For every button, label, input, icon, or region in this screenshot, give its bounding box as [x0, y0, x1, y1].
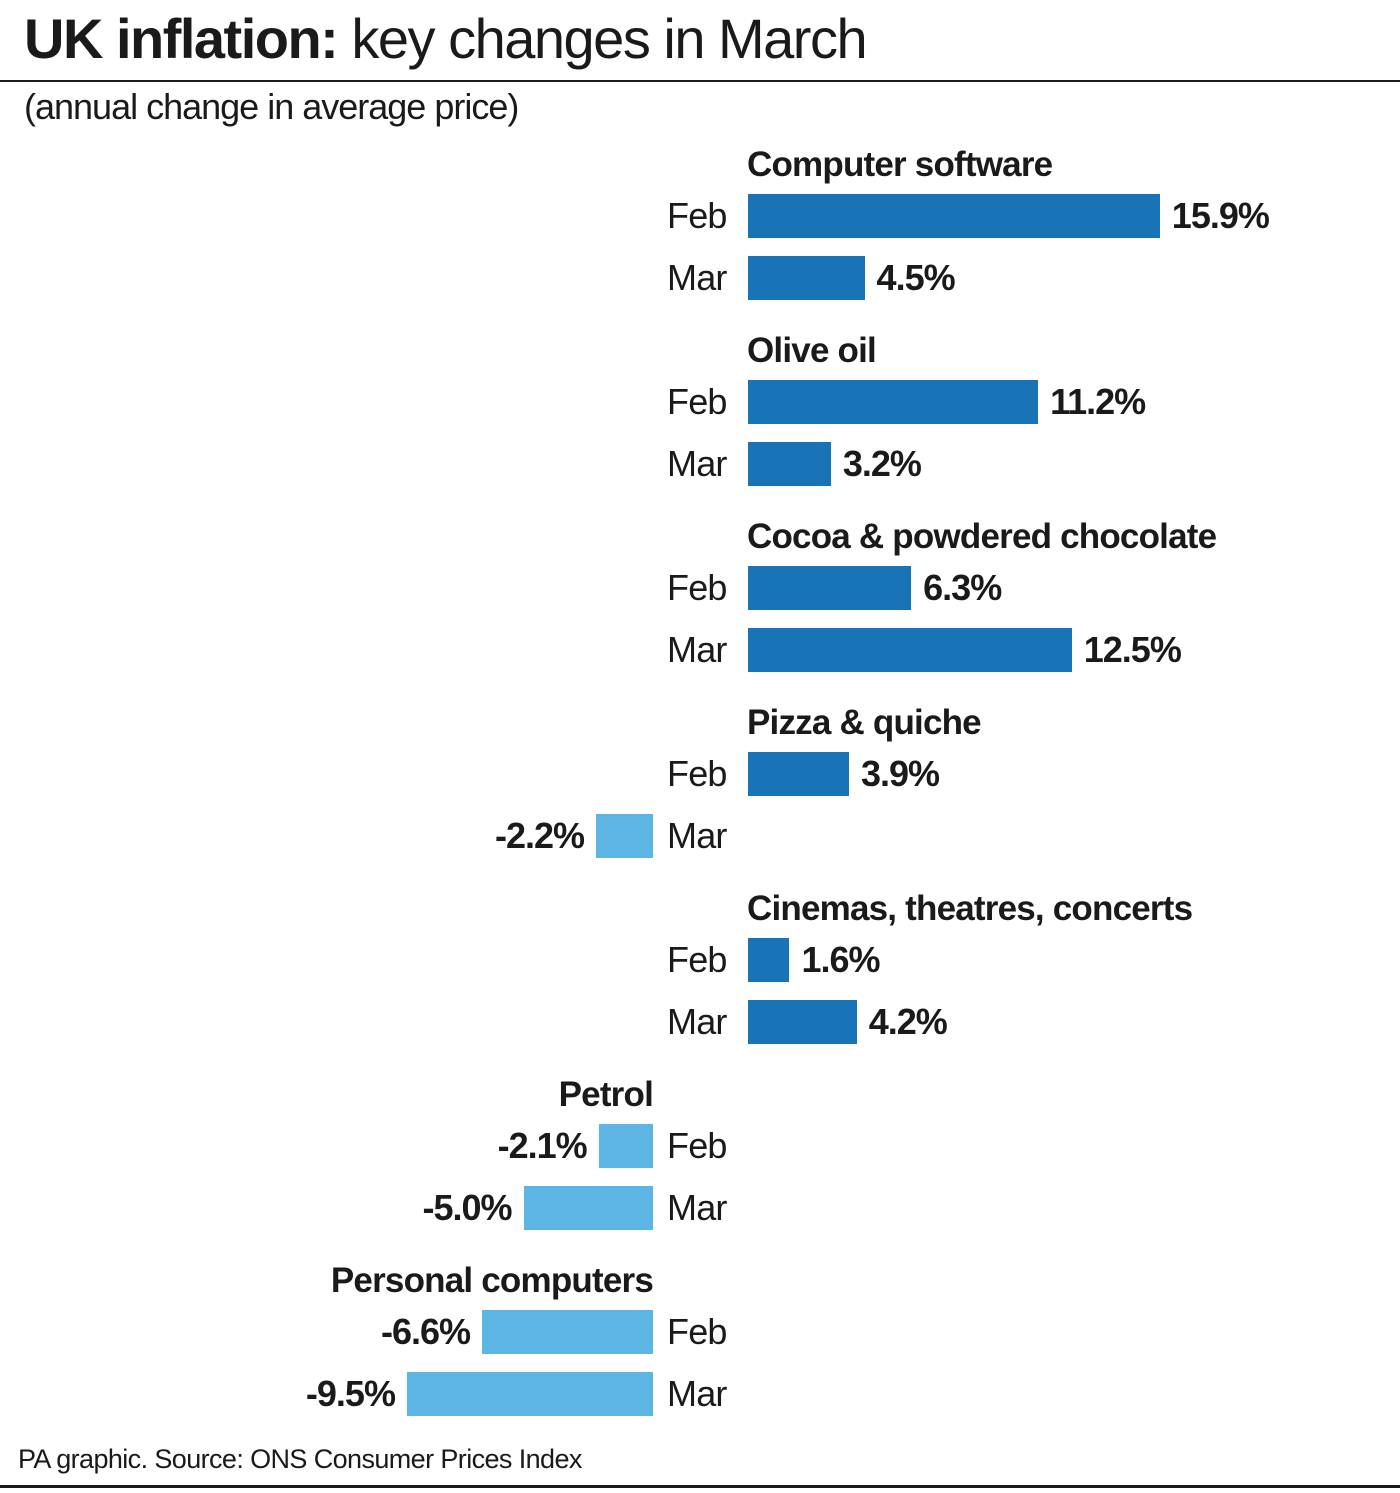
bar-positive	[748, 194, 1160, 238]
month-label: Feb	[667, 1311, 727, 1352]
chart-title: UK inflation: key changes in March	[24, 6, 868, 71]
bar-negative	[406, 1372, 653, 1416]
bottom-rule	[0, 1485, 1400, 1488]
month-label: Mar	[667, 1001, 727, 1042]
category-label: Personal computers	[330, 1261, 654, 1300]
bar-negative	[596, 814, 653, 858]
month-label: Mar	[667, 443, 727, 484]
category-label: Pizza & quiche	[747, 703, 982, 742]
month-label: Feb	[667, 195, 727, 236]
category-label: Cinemas, theatres, concerts	[747, 889, 1193, 928]
month-label: Mar	[667, 815, 727, 856]
month-label: Feb	[667, 381, 727, 422]
value-label: 3.9%	[861, 753, 940, 794]
bar-positive	[748, 566, 912, 610]
source-footer: PA graphic. Source: ONS Consumer Prices …	[18, 1444, 582, 1474]
title-bold: UK inflation:	[24, 7, 339, 70]
month-label: Mar	[667, 1187, 727, 1228]
month-label: Mar	[667, 629, 727, 670]
bar-negative	[523, 1186, 653, 1230]
bar-positive	[748, 256, 865, 300]
month-label: Feb	[667, 567, 727, 608]
value-label: 15.9%	[1171, 195, 1270, 236]
month-label: Mar	[667, 257, 727, 298]
top-rule	[0, 80, 1400, 82]
category-label: Olive oil	[747, 331, 877, 370]
bar-positive	[748, 628, 1072, 672]
value-label: -6.6%	[381, 1311, 471, 1352]
bar-negative	[482, 1310, 653, 1354]
value-label: 11.2%	[1050, 381, 1146, 422]
value-label: 4.5%	[876, 257, 956, 298]
value-label: 6.3%	[923, 567, 1002, 608]
value-label: 12.5%	[1083, 629, 1182, 670]
value-label: -5.0%	[422, 1187, 512, 1228]
month-label: Feb	[667, 939, 727, 980]
chart-subtitle: (annual change in average price)	[24, 86, 519, 127]
value-label: 1.6%	[801, 939, 880, 980]
value-label: -2.2%	[494, 815, 585, 856]
title-rest: key changes in March	[337, 7, 867, 70]
value-label: 3.2%	[842, 443, 922, 484]
month-label: Feb	[667, 1125, 727, 1166]
category-label: Petrol	[558, 1075, 654, 1114]
bar-positive	[748, 442, 831, 486]
value-label: 4.2%	[868, 1001, 948, 1042]
bar-positive	[748, 1000, 857, 1044]
value-label: -2.1%	[497, 1125, 588, 1166]
month-label: Feb	[667, 753, 727, 794]
category-label: Computer software	[747, 145, 1053, 184]
category-label: Cocoa & powdered chocolate	[747, 517, 1217, 556]
bar-positive	[748, 938, 790, 982]
bar-positive	[748, 380, 1039, 424]
month-label: Mar	[667, 1373, 727, 1414]
bar-positive	[748, 752, 849, 796]
bar-negative	[598, 1124, 653, 1168]
value-label: -9.5%	[305, 1373, 396, 1414]
